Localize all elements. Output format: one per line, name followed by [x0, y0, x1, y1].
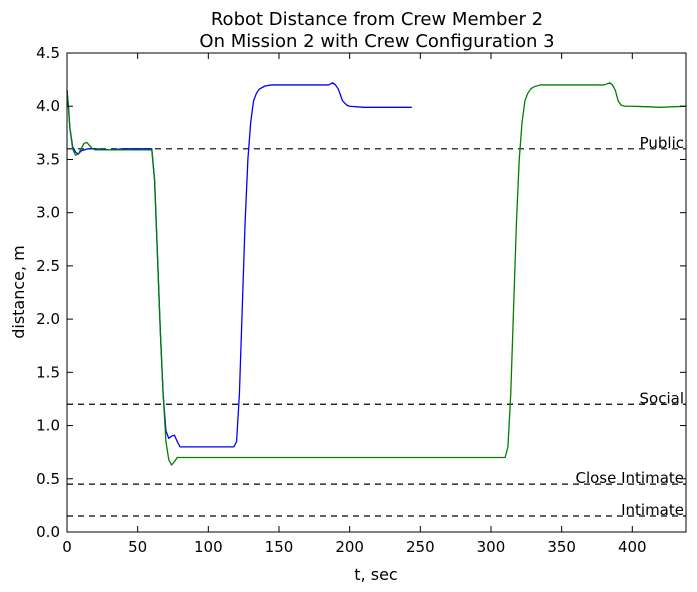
- series-line-0: [66, 82, 412, 448]
- chart-subtitle: On Mission 2 with Crew Configuration 3: [199, 31, 554, 52]
- y-tick-label-6: 3.0: [36, 204, 60, 222]
- y-tick-label-5: 2.5: [36, 257, 60, 275]
- y-axis-label: distance, m: [9, 245, 28, 339]
- y-tick-label-7: 3.5: [36, 150, 60, 168]
- plot-frame: [66, 52, 687, 533]
- axis-ticks: 0 50 100 150 200 250 300 350 400 0.0 0.5 1.0 1.5 2.0 2…: [36, 44, 686, 556]
- x-tick-label-1: 50: [128, 538, 147, 556]
- x-tick-label-5: 250: [406, 538, 435, 556]
- x-tick-label-0: 0: [62, 538, 72, 556]
- y-tick-label-3: 1.5: [36, 363, 60, 381]
- x-tick-label-7: 350: [547, 538, 576, 556]
- x-axis-label: t, sec: [354, 565, 397, 584]
- threshold-label-0: Public: [640, 134, 684, 152]
- y-tick-label-9: 4.5: [36, 44, 60, 62]
- y-tick-label-1: 0.5: [36, 470, 60, 488]
- chart-title: Robot Distance from Crew Member 2: [211, 9, 543, 30]
- x-tick-label-3: 150: [265, 538, 294, 556]
- y-tick-label-2: 1.0: [36, 417, 60, 435]
- x-tick-label-2: 100: [194, 538, 223, 556]
- x-tick-label-4: 200: [335, 538, 364, 556]
- series-line-1: [66, 82, 687, 466]
- y-tick-label-0: 0.0: [36, 523, 60, 541]
- threshold-label-2: Close Intimate: [575, 469, 684, 487]
- threshold-label-3: Intimate: [621, 501, 684, 519]
- y-tick-label-8: 4.0: [36, 97, 60, 115]
- threshold-label-1: Social: [640, 389, 684, 407]
- plot-marks: Public Social Close Intimate Intimate: [66, 82, 687, 519]
- x-tick-label-6: 300: [477, 538, 506, 556]
- x-tick-label-8: 400: [618, 538, 647, 556]
- y-tick-label-4: 2.0: [36, 310, 60, 328]
